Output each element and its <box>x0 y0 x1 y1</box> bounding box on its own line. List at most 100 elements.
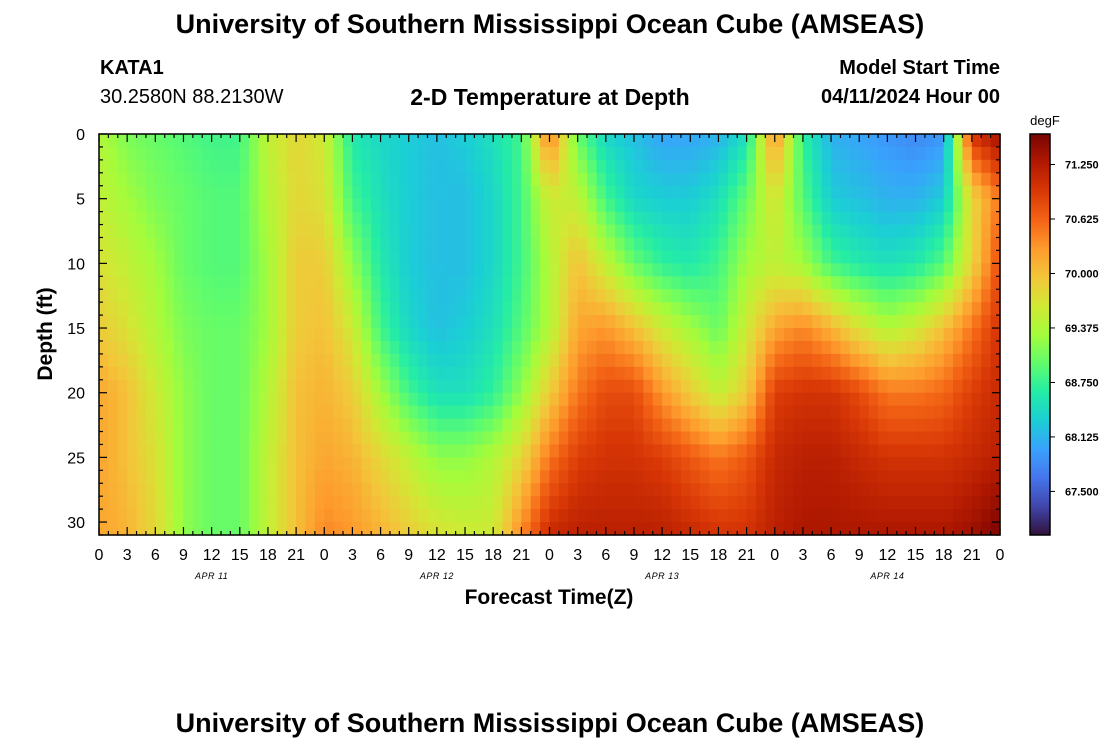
heatmap-cell <box>924 198 935 213</box>
heatmap-cell <box>474 392 485 407</box>
heatmap-cell <box>887 250 898 264</box>
heatmap-cell <box>990 198 1001 213</box>
heatmap-cell <box>474 366 485 381</box>
heatmap-cell <box>568 379 579 394</box>
heatmap-cell <box>455 302 466 316</box>
heatmap-cell <box>108 366 119 381</box>
heatmap-cell <box>380 379 391 394</box>
heatmap-cell <box>802 444 813 458</box>
heatmap-cell <box>324 289 335 303</box>
heatmap-cell <box>267 522 278 536</box>
heatmap-cell <box>343 483 354 497</box>
heatmap-cell <box>953 457 964 471</box>
heatmap-cell <box>887 134 898 148</box>
heatmap-cell <box>267 224 278 239</box>
heatmap-cell <box>258 237 269 252</box>
heatmap-cell <box>277 366 288 381</box>
heatmap-cell <box>596 302 607 316</box>
heatmap-cell <box>296 146 307 161</box>
heatmap-cell <box>145 134 156 148</box>
heatmap-cell <box>343 289 354 303</box>
heatmap-cell <box>418 134 429 148</box>
heatmap-cell <box>399 353 410 368</box>
heatmap-cell <box>483 211 494 226</box>
heatmap-cell <box>521 237 532 252</box>
heatmap-cell <box>915 444 926 458</box>
colorbar-tick-label: 68.125 <box>1065 432 1099 444</box>
heatmap-cell <box>596 444 607 458</box>
heatmap-cell <box>530 444 541 458</box>
heatmap-cell <box>765 496 776 510</box>
heatmap-cell <box>99 418 109 433</box>
heatmap-cell <box>99 185 109 200</box>
heatmap-cell <box>192 379 203 394</box>
heatmap-cell <box>662 418 673 433</box>
heatmap-cell <box>915 302 926 316</box>
heatmap-cell <box>530 159 541 174</box>
heatmap-cell <box>249 172 260 187</box>
heatmap-cell <box>474 522 485 536</box>
heatmap-cell <box>549 457 560 471</box>
heatmap-cell <box>502 470 513 484</box>
heatmap-cell <box>333 250 344 264</box>
heatmap-cell <box>549 418 560 433</box>
heatmap-cell <box>981 315 992 329</box>
heatmap-cell <box>596 470 607 484</box>
heatmap-cell <box>502 379 513 394</box>
heatmap-cell <box>821 302 832 316</box>
heatmap-cell <box>305 263 316 277</box>
heatmap-cell <box>436 405 447 420</box>
heatmap-cell <box>352 198 363 213</box>
heatmap-cell <box>221 496 231 510</box>
heatmap-cell <box>211 418 222 433</box>
heatmap-cell <box>540 250 551 264</box>
heatmap-cell <box>793 237 804 252</box>
heatmap-cell <box>408 263 419 277</box>
heatmap-cell <box>314 444 325 458</box>
heatmap-cell <box>202 418 213 433</box>
heatmap-cell <box>906 328 917 342</box>
heatmap-cell <box>605 328 616 342</box>
heatmap-cell <box>587 237 598 252</box>
heatmap-cell <box>314 263 325 277</box>
heatmap-cell <box>455 315 466 329</box>
heatmap-cell <box>465 315 476 329</box>
heatmap-cell <box>530 379 541 394</box>
heatmap-cell <box>849 134 860 148</box>
heatmap-cell <box>267 496 278 510</box>
heatmap-cell <box>596 172 607 187</box>
heatmap-cell <box>389 444 400 458</box>
heatmap-cell <box>821 328 832 342</box>
heatmap-cell <box>296 250 307 264</box>
heatmap-cell <box>755 509 766 523</box>
heatmap-cell <box>577 405 588 420</box>
heatmap-cell <box>784 509 795 523</box>
heatmap-cell <box>971 457 982 471</box>
heatmap-cell <box>314 328 325 342</box>
heatmap-cell <box>877 392 888 407</box>
heatmap-cell <box>164 250 175 264</box>
heatmap-cell <box>343 340 354 355</box>
heatmap-cell <box>906 250 917 264</box>
heatmap-cell <box>267 159 278 174</box>
heatmap-cell <box>230 483 241 497</box>
heatmap-cell <box>605 185 616 200</box>
heatmap-cell <box>671 185 682 200</box>
heatmap-cell <box>192 457 203 471</box>
heatmap-cell <box>371 302 382 316</box>
heatmap-cell <box>230 185 241 200</box>
heatmap-cell <box>418 172 429 187</box>
heatmap-cell <box>840 392 851 407</box>
heatmap-cell <box>399 172 410 187</box>
heatmap-cell <box>465 444 476 458</box>
heatmap-cell <box>324 457 335 471</box>
heatmap-cell <box>540 159 551 174</box>
heatmap-cell <box>427 289 438 303</box>
heatmap-cell <box>202 276 213 290</box>
heatmap-cell <box>587 496 598 510</box>
heatmap-cell <box>296 198 307 213</box>
heatmap-cell <box>343 353 354 368</box>
heatmap-cell <box>671 289 682 303</box>
heatmap-cell <box>530 146 541 161</box>
heatmap-cell <box>671 134 682 148</box>
